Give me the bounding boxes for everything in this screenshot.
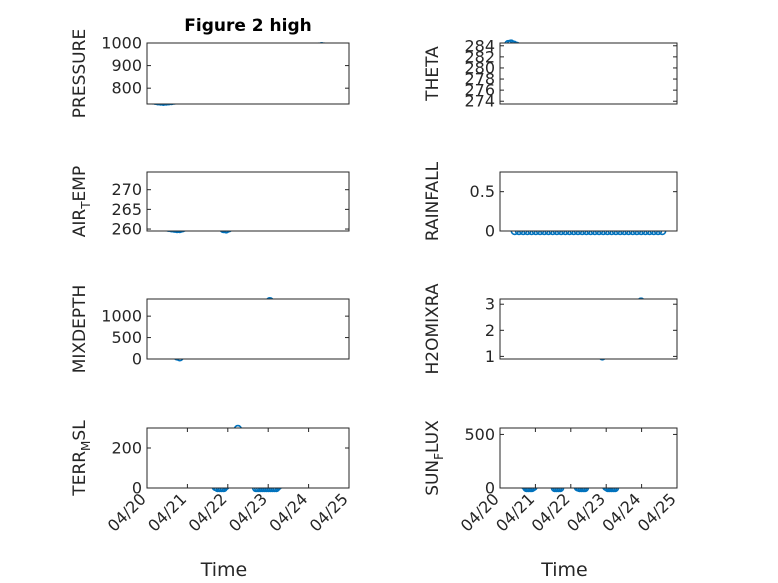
- y-tick-label: 265: [111, 200, 142, 219]
- x-tick-label: 04/25: [306, 489, 352, 535]
- axes-frame: [146, 298, 350, 360]
- y-tick-label: 278: [464, 70, 495, 89]
- axes-frame: [146, 427, 350, 489]
- subplot-mixdepth: 0 500 1000 MIXDEPTH: [70, 285, 350, 374]
- y-tick-label: 0: [132, 479, 142, 498]
- y-tick-label: 276: [464, 81, 495, 100]
- y-tick-label: 0: [132, 350, 142, 369]
- y-tick-label: 900: [111, 56, 142, 75]
- y-axis-label: TERRMSL: [70, 420, 93, 497]
- axes-frame: [499, 42, 678, 105]
- y-tick-label: 1000: [101, 307, 142, 326]
- subplot-pressure: 800 900 1000 PRESSURE Figure 2 high: [70, 16, 350, 118]
- x-tick-label: 04/24: [598, 489, 644, 535]
- x-axis-label: Time: [200, 559, 248, 581]
- x-tick-label: 04/21: [492, 489, 538, 535]
- y-tick-label: 1000: [101, 34, 142, 53]
- y-tick-label: 2: [485, 321, 495, 340]
- axes-frame: [499, 171, 678, 232]
- y-axis-label: H2OMIXRA: [423, 283, 443, 374]
- y-tick-label: 274: [464, 92, 495, 111]
- x-tick-label: 04/23: [563, 489, 609, 535]
- y-tick-label: 1: [485, 347, 495, 366]
- y-axis-label: THETA: [423, 46, 443, 102]
- x-tick-label: 04/24: [265, 489, 311, 535]
- y-tick-label: 0: [485, 222, 495, 241]
- x-tick-label: 04/22: [185, 489, 231, 535]
- subplot-rainfall: 0 0.5 RAINFALL: [423, 161, 678, 241]
- y-tick-label: 260: [111, 220, 142, 239]
- y-tick-label: 800: [111, 79, 142, 98]
- y-tick-label: 284: [464, 36, 495, 55]
- x-tick-label: 04/23: [225, 489, 271, 535]
- y-axis-label: AIRTEMP: [70, 166, 93, 237]
- axes-frame: [499, 298, 678, 360]
- x-axis-label: Time: [540, 559, 588, 581]
- y-tick-label: 200: [111, 439, 142, 458]
- y-tick-label: 500: [111, 328, 142, 347]
- y-tick-label: 270: [111, 180, 142, 199]
- axes-frame: [146, 171, 350, 232]
- y-tick-label: 500: [464, 425, 495, 444]
- subplot-h2omixra: 1 2 3 H2OMIXRA: [423, 283, 678, 375]
- x-tick-label: 04/20: [457, 489, 503, 535]
- x-tick-label: 04/20: [104, 489, 150, 535]
- y-tick-label: 280: [464, 58, 495, 77]
- y-tick-label: 0: [485, 479, 495, 498]
- x-tick-label: 04/21: [144, 489, 190, 535]
- y-axis-label: SUNFLUX: [423, 420, 446, 496]
- y-axis-label: PRESSURE: [70, 29, 90, 118]
- y-axis-label: RAINFALL: [423, 161, 443, 241]
- x-tick-label: 04/25: [634, 489, 680, 535]
- chart-title: Figure 2 high: [184, 16, 312, 36]
- y-axis-label: MIXDEPTH: [70, 285, 90, 374]
- y-tick-label: 282: [464, 47, 495, 66]
- x-tick-label: 04/22: [528, 489, 574, 535]
- axes-frame: [146, 42, 350, 105]
- axes-frame: [499, 427, 678, 489]
- y-tick-label: 0.5: [470, 182, 495, 201]
- y-tick-label: 3: [485, 295, 495, 314]
